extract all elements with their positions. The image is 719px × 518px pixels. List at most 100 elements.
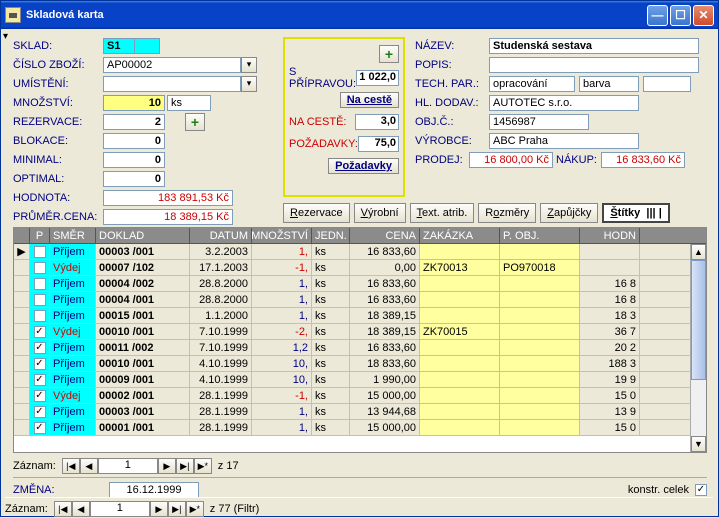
table-row[interactable]: Příjem00015 /0011.1.20001,ks18 389,1518 …: [14, 308, 706, 324]
textatrib-button[interactable]: Text. atrib.: [410, 203, 475, 223]
nav-next[interactable]: ▶: [158, 458, 176, 474]
nav-pos[interactable]: 1: [98, 458, 158, 474]
rezerv-field[interactable]: 2: [103, 114, 165, 130]
checkbox-cell[interactable]: [30, 324, 50, 339]
umist-field[interactable]: [103, 76, 241, 92]
hdr-hodn[interactable]: HODN: [580, 228, 640, 243]
hdr-jedn[interactable]: JEDN.: [312, 228, 350, 243]
dropdown-icon[interactable]: ▾: [3, 31, 8, 42]
checkbox-cell[interactable]: [30, 340, 50, 355]
vyrobni-button[interactable]: Výrobní: [354, 203, 406, 223]
hdr-sel[interactable]: [14, 228, 30, 243]
table-cell: ks: [312, 276, 350, 291]
vertical-scrollbar[interactable]: ▲ ▼: [690, 244, 706, 452]
table-row[interactable]: Příjem00011 /0027.10.19991,2ks16 833,602…: [14, 340, 706, 356]
cislo-dropdown[interactable]: ▾: [241, 57, 257, 73]
tech3-field[interactable]: [643, 76, 691, 92]
checkbox-cell[interactable]: [30, 260, 50, 275]
nav-pos-outer[interactable]: 1: [90, 501, 150, 517]
table-row[interactable]: ▶Příjem00003 /0013.2.20031,ks16 833,60: [14, 244, 706, 260]
table-row[interactable]: Příjem00009 /0014.10.199910,ks1 990,0019…: [14, 372, 706, 388]
hdr-zak[interactable]: ZAKÁZKA: [420, 228, 500, 243]
table-row[interactable]: Příjem00004 /00228.8.20001,ks16 833,6016…: [14, 276, 706, 292]
hdr-p[interactable]: P: [30, 228, 50, 243]
cislo-field[interactable]: AP00002: [103, 57, 241, 73]
table-row[interactable]: Příjem00003 /00128.1.19991,ks13 944,6813…: [14, 404, 706, 420]
stitky-button[interactable]: Štítky ||| |: [602, 203, 669, 223]
hdr-datum[interactable]: DATUM: [190, 228, 252, 243]
row-checkbox[interactable]: [34, 326, 46, 338]
table-row[interactable]: Výdej00010 /0017.10.1999-2,ks18 389,15ZK…: [14, 324, 706, 340]
row-checkbox[interactable]: [34, 310, 46, 322]
row-checkbox[interactable]: [34, 262, 46, 274]
checkbox-cell[interactable]: [30, 292, 50, 307]
scroll-thumb[interactable]: [691, 260, 706, 380]
tech2-field[interactable]: barva: [579, 76, 639, 92]
popis-field[interactable]: [489, 57, 699, 73]
nav-new[interactable]: ▶*: [194, 458, 212, 474]
add-button[interactable]: +: [185, 113, 205, 131]
row-checkbox[interactable]: [34, 406, 46, 418]
hdr-mnoz[interactable]: MNOŽSTVÍ: [252, 228, 312, 243]
minimize-button[interactable]: —: [647, 5, 668, 26]
nav-first[interactable]: |◀: [62, 458, 80, 474]
umist-dropdown[interactable]: ▾: [241, 76, 257, 92]
mnoz-field[interactable]: 10: [103, 95, 165, 111]
hdr-doklad[interactable]: DOKLAD: [96, 228, 190, 243]
row-checkbox[interactable]: [34, 246, 46, 258]
scroll-up-icon[interactable]: ▲: [691, 244, 706, 260]
nav-first[interactable]: |◀: [54, 501, 72, 517]
nazev-field[interactable]: Studenská sestava: [489, 38, 699, 54]
sklad-field[interactable]: S1: [103, 38, 135, 54]
dodav-field[interactable]: AUTOTEC s.r.o.: [489, 95, 639, 111]
checkbox-cell[interactable]: [30, 244, 50, 259]
checkbox-cell[interactable]: [30, 420, 50, 435]
nav-next[interactable]: ▶: [150, 501, 168, 517]
row-checkbox[interactable]: [34, 358, 46, 370]
table-row[interactable]: Výdej00007 /10217.1.2003-1,ks0,00ZK70013…: [14, 260, 706, 276]
scroll-down-icon[interactable]: ▼: [691, 436, 706, 452]
table-cell: Výdej: [50, 324, 96, 339]
table-row[interactable]: Výdej00002 /00128.1.1999-1,ks15 000,0015…: [14, 388, 706, 404]
maximize-button[interactable]: ☐: [670, 5, 691, 26]
nav-last[interactable]: ▶|: [176, 458, 194, 474]
min-field[interactable]: 0: [103, 152, 165, 168]
nav-prev[interactable]: ◀: [80, 458, 98, 474]
mid-add-button[interactable]: +: [379, 45, 399, 63]
hdr-cena[interactable]: CENA: [350, 228, 420, 243]
row-checkbox[interactable]: [34, 342, 46, 354]
checkbox-cell[interactable]: [30, 308, 50, 323]
row-checkbox[interactable]: [34, 390, 46, 402]
nav-prev[interactable]: ◀: [72, 501, 90, 517]
tech1-field[interactable]: opracování: [489, 76, 575, 92]
nav-new[interactable]: ▶*: [186, 501, 204, 517]
row-checkbox[interactable]: [34, 374, 46, 386]
table-row[interactable]: Příjem00001 /00128.1.19991,ks15 000,0015…: [14, 420, 706, 436]
checkbox-cell[interactable]: [30, 276, 50, 291]
blok-field[interactable]: 0: [103, 133, 165, 149]
titlebar[interactable]: Skladová karta — ☐ ✕: [1, 1, 718, 29]
objc-field[interactable]: 1456987: [489, 114, 589, 130]
checkbox-cell[interactable]: [30, 404, 50, 419]
hdr-pobj[interactable]: P. OBJ.: [500, 228, 580, 243]
rezervace-button[interactable]: Rezervace: [283, 203, 350, 223]
zapujcky-button[interactable]: Zapůjčky: [540, 203, 598, 223]
vyrob-field[interactable]: ABC Praha: [489, 133, 639, 149]
row-checkbox[interactable]: [34, 278, 46, 290]
checkbox-cell[interactable]: [30, 356, 50, 371]
row-checkbox[interactable]: [34, 294, 46, 306]
konstr-checkbox[interactable]: [695, 484, 707, 496]
nav-last[interactable]: ▶|: [168, 501, 186, 517]
rozmery-button[interactable]: Rozměry: [478, 203, 536, 223]
table-row[interactable]: Příjem00004 /00128.8.20001,ks16 833,6016…: [14, 292, 706, 308]
hdr-smer[interactable]: SMĚR: [50, 228, 96, 243]
checkbox-cell[interactable]: [30, 388, 50, 403]
pozadavky-button[interactable]: Požadavky: [328, 158, 399, 174]
zmena-date[interactable]: 16.12.1999: [109, 482, 199, 498]
checkbox-cell[interactable]: [30, 372, 50, 387]
close-button[interactable]: ✕: [693, 5, 714, 26]
naceste-button[interactable]: Na cestě: [340, 92, 399, 108]
table-row[interactable]: Příjem00010 /0014.10.199910,ks18 833,601…: [14, 356, 706, 372]
opt-field[interactable]: 0: [103, 171, 165, 187]
row-checkbox[interactable]: [34, 422, 46, 434]
